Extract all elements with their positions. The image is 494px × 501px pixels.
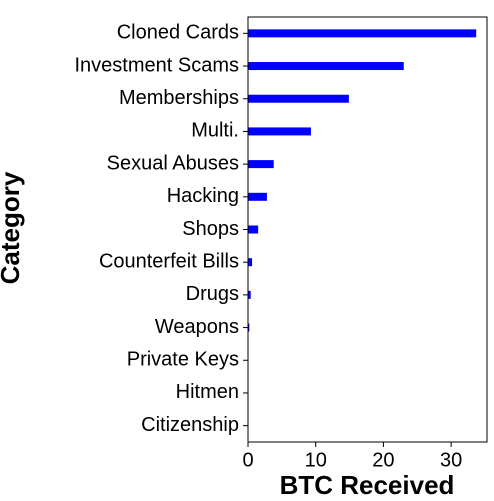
y-tick-label: Weapons xyxy=(155,316,239,338)
bar xyxy=(248,29,477,38)
y-tick-label: Multi. xyxy=(191,120,239,142)
bar xyxy=(248,94,349,103)
y-tick-label: Private Keys xyxy=(127,349,239,371)
bar xyxy=(248,160,274,169)
y-tick-label: Hacking xyxy=(167,185,239,207)
x-tick-label: 30 xyxy=(440,449,462,471)
x-tick-label: 10 xyxy=(305,449,327,471)
plot-frame xyxy=(247,16,488,443)
y-axis-label: Category xyxy=(0,171,25,284)
bar xyxy=(248,225,259,234)
y-tick-label: Cloned Cards xyxy=(117,22,239,44)
y-tick-label: Sexual Abuses xyxy=(107,152,239,174)
bar xyxy=(248,323,250,332)
y-tick-label: Memberships xyxy=(119,87,239,109)
x-axis-label: BTC Received xyxy=(280,470,455,500)
y-tick-label: Citizenship xyxy=(141,414,239,436)
y-tick-label: Investment Scams xyxy=(74,54,239,76)
y-tick-label: Drugs xyxy=(186,283,239,305)
y-tick-label: Shops xyxy=(182,218,239,240)
x-tick-label: 20 xyxy=(372,449,394,471)
bar xyxy=(248,192,267,201)
y-tick-label: Counterfeit Bills xyxy=(99,250,239,272)
x-tick-label: 0 xyxy=(242,449,253,471)
bar xyxy=(248,127,311,136)
bar xyxy=(248,258,253,267)
y-tick-label: Hitmen xyxy=(176,381,239,403)
bar xyxy=(248,62,404,71)
bar xyxy=(248,290,251,299)
